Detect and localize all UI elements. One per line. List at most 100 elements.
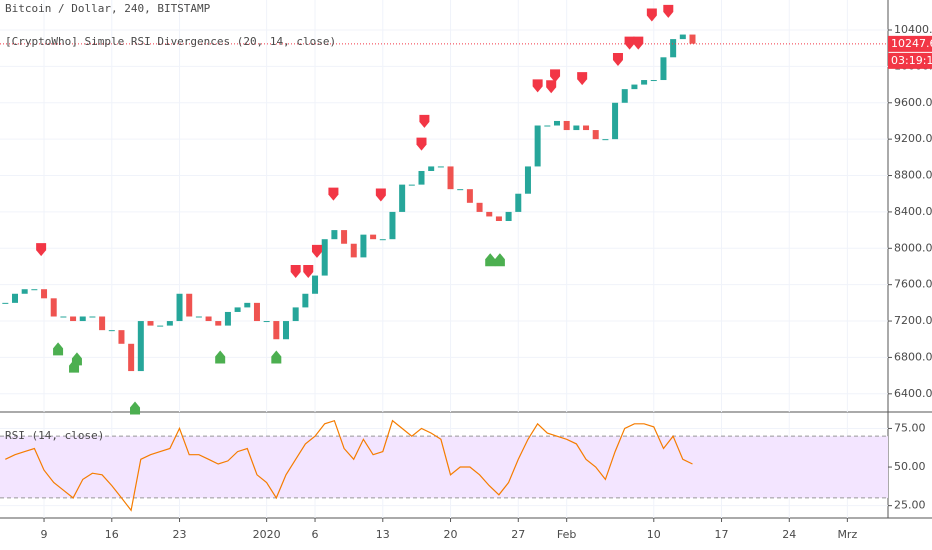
sell-signal bbox=[532, 79, 543, 93]
candle bbox=[660, 57, 667, 81]
candle bbox=[12, 293, 19, 303]
indicator-title: [CryptoWho] Simple RSI Divergences (20, … bbox=[5, 35, 336, 48]
candle bbox=[341, 230, 348, 244]
candle bbox=[418, 170, 425, 185]
sell-signal bbox=[375, 188, 386, 202]
candle bbox=[602, 139, 609, 141]
sell-signal bbox=[419, 114, 430, 128]
candle bbox=[515, 193, 522, 212]
candle bbox=[50, 298, 57, 317]
candle bbox=[331, 230, 338, 240]
candle bbox=[321, 239, 328, 276]
candle bbox=[224, 311, 231, 326]
sell-signal bbox=[550, 69, 561, 83]
candle bbox=[592, 130, 599, 140]
x-tick-label: 17 bbox=[715, 528, 729, 541]
candle bbox=[108, 330, 115, 332]
y-tick-label: 8400.00 bbox=[894, 205, 932, 218]
candle bbox=[553, 120, 560, 126]
candle bbox=[486, 211, 493, 217]
sell-signal bbox=[416, 137, 427, 151]
chart-title: Bitcoin / Dollar, 240, BITSTAMP bbox=[5, 2, 211, 15]
candle bbox=[147, 321, 154, 326]
candle bbox=[379, 239, 386, 241]
buy-signal bbox=[494, 253, 505, 267]
candle bbox=[70, 316, 77, 322]
y-tick-label: 6400.00 bbox=[894, 387, 932, 400]
rsi-pane bbox=[0, 413, 892, 518]
candle bbox=[505, 211, 512, 222]
candle bbox=[631, 84, 638, 90]
candle bbox=[534, 125, 541, 167]
x-tick-label: Feb bbox=[557, 528, 576, 541]
candle bbox=[89, 316, 96, 318]
candle bbox=[563, 120, 570, 131]
x-tick-label: 6 bbox=[312, 528, 319, 541]
x-tick-label: 23 bbox=[173, 528, 187, 541]
candle bbox=[253, 302, 260, 322]
candle bbox=[544, 125, 551, 127]
buy-signal bbox=[271, 350, 282, 364]
candle bbox=[60, 316, 67, 318]
candle bbox=[350, 243, 357, 258]
candle bbox=[476, 202, 483, 212]
countdown-tag bbox=[888, 52, 932, 69]
candle bbox=[399, 184, 406, 212]
candle bbox=[79, 316, 86, 322]
candle bbox=[641, 80, 648, 85]
candle bbox=[457, 189, 464, 191]
sell-signal bbox=[663, 4, 674, 18]
candle bbox=[157, 325, 164, 327]
y-tick-label: 7200.00 bbox=[894, 314, 932, 327]
x-tick-label: 13 bbox=[376, 528, 390, 541]
candle bbox=[205, 316, 212, 322]
candle bbox=[679, 34, 686, 40]
candle bbox=[437, 166, 444, 168]
y-tick-label: 8000.00 bbox=[894, 241, 932, 254]
sell-signal bbox=[303, 264, 314, 278]
candle bbox=[495, 216, 502, 222]
candle bbox=[360, 234, 367, 258]
sell-signal bbox=[290, 264, 301, 278]
candle bbox=[244, 302, 251, 308]
x-tick-label: 16 bbox=[105, 528, 119, 541]
candle bbox=[292, 307, 299, 322]
buy-signal bbox=[485, 253, 496, 267]
candle bbox=[186, 293, 193, 317]
y-tick-label: 25.00 bbox=[894, 499, 926, 512]
x-tick-label: Mrz bbox=[837, 528, 857, 541]
candle bbox=[263, 321, 270, 323]
candle bbox=[195, 316, 202, 318]
y-tick-label: 50.00 bbox=[894, 460, 926, 473]
y-tick-label: 75.00 bbox=[894, 421, 926, 434]
sell-signal bbox=[624, 36, 635, 50]
x-tick-label: 20 bbox=[444, 528, 458, 541]
candle bbox=[31, 289, 38, 291]
rsi-band bbox=[0, 436, 888, 498]
candle bbox=[650, 80, 657, 82]
y-tick-label: 6800.00 bbox=[894, 350, 932, 363]
price-pane bbox=[0, 0, 892, 415]
candle bbox=[670, 39, 677, 58]
sell-signal bbox=[612, 53, 623, 67]
x-tick-label: 9 bbox=[41, 528, 48, 541]
candle bbox=[215, 321, 222, 326]
sell-signal bbox=[646, 8, 657, 22]
candle bbox=[312, 275, 319, 294]
candle bbox=[273, 321, 280, 340]
candle bbox=[689, 34, 696, 44]
x-tick-label: 24 bbox=[782, 528, 796, 541]
x-tick-label: 2020 bbox=[253, 528, 281, 541]
buy-signal bbox=[71, 352, 82, 366]
sell-signal bbox=[328, 187, 339, 201]
last-price-label: 10247.65 bbox=[891, 37, 932, 50]
candle bbox=[524, 166, 531, 194]
sell-signal bbox=[633, 36, 644, 50]
candle bbox=[234, 307, 241, 312]
candle bbox=[118, 330, 125, 344]
sell-signal bbox=[577, 72, 588, 86]
candle bbox=[41, 289, 48, 299]
rsi-line bbox=[5, 419, 693, 512]
candle bbox=[583, 125, 590, 131]
